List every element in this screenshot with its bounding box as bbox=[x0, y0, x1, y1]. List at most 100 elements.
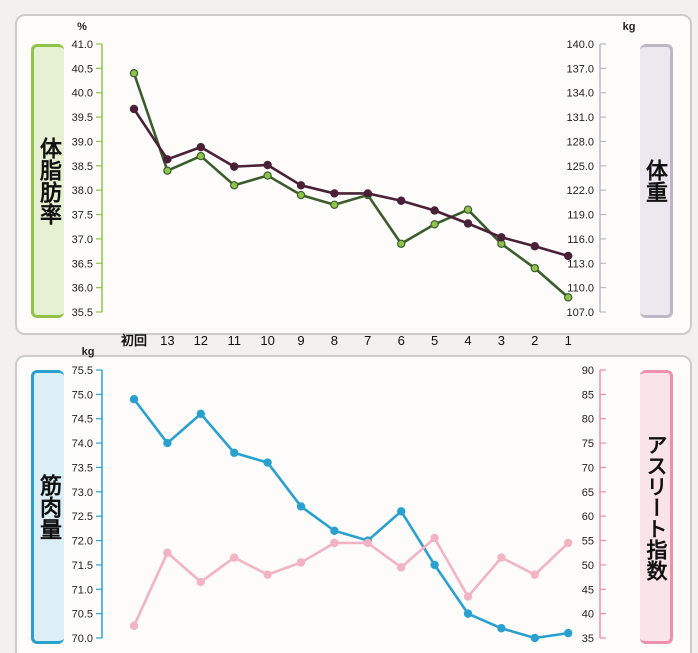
top-right-tick-label: 134.0 bbox=[566, 88, 594, 100]
athlete-index-point bbox=[263, 570, 272, 579]
top-right-tick-label: 128.0 bbox=[566, 136, 594, 148]
muscle-mass-point bbox=[397, 507, 406, 516]
muscle-mass-point bbox=[129, 395, 139, 404]
body-fat-label: 体脂肪率 bbox=[31, 44, 64, 318]
x-category-label: 3 bbox=[498, 333, 505, 348]
top-left-tick-label: 38.5 bbox=[72, 161, 93, 173]
top-left-tick-label: 40.0 bbox=[72, 88, 93, 100]
body-fat-point bbox=[564, 293, 573, 302]
bottom-left-tick-label: 72.5 bbox=[72, 511, 93, 523]
x-category-label: 10 bbox=[260, 333, 274, 348]
bottom-left-tick-label: 73.0 bbox=[72, 487, 93, 499]
muscle-mass-point bbox=[296, 502, 306, 511]
athlete-index-label-text: アスリート指数 bbox=[644, 433, 667, 581]
body-fat-point bbox=[330, 200, 339, 209]
x-category-label: 13 bbox=[160, 333, 174, 348]
body-weight-point bbox=[163, 155, 172, 164]
bottom-left-tick-label: 74.5 bbox=[72, 414, 93, 426]
body-weight-label: 体重 bbox=[640, 44, 673, 318]
top-right-tick-label: 122.0 bbox=[566, 185, 594, 197]
athlete-index-point bbox=[229, 553, 239, 562]
top-left-tick-label: 35.5 bbox=[72, 307, 93, 319]
body-weight-point bbox=[397, 196, 406, 205]
body-weight-point bbox=[497, 233, 506, 242]
athlete-index-point bbox=[163, 548, 172, 557]
muscle-mass-line bbox=[132, 398, 569, 640]
athlete-index-label: アスリート指数 bbox=[640, 370, 673, 644]
body-fat-point bbox=[263, 171, 272, 180]
muscle-mass-point bbox=[196, 409, 205, 419]
bottom-left-tick-label: 71.5 bbox=[72, 560, 93, 572]
body-weight-point bbox=[196, 142, 205, 152]
athlete-index-point bbox=[296, 558, 306, 567]
muscle-mass-point bbox=[530, 633, 540, 643]
top-right-tick-label: 140.0 bbox=[566, 39, 594, 51]
bottom-left-tick-label: 75.0 bbox=[72, 389, 93, 401]
bottom-left-tick-label: 71.0 bbox=[72, 584, 93, 596]
muscle-mass-point bbox=[430, 560, 439, 570]
body-weight-point bbox=[330, 189, 339, 198]
top-left-tick-label: 39.0 bbox=[72, 136, 93, 148]
bottom-left-tick-label: 70.5 bbox=[72, 609, 93, 621]
top-left-tick-label: 36.5 bbox=[72, 258, 93, 270]
bottom-right-tick-label: 50 bbox=[582, 560, 594, 572]
athlete-index-point bbox=[463, 592, 473, 601]
body-weight-point bbox=[296, 181, 306, 190]
top-left-tick-label: 37.0 bbox=[72, 234, 93, 246]
top-left-tick-label: 41.0 bbox=[72, 39, 93, 51]
bottom-right-tick-label: 90 bbox=[582, 365, 594, 377]
body-weight-point bbox=[530, 242, 540, 251]
bottom-left-tick-label: 74.0 bbox=[72, 438, 93, 450]
body-weight-point bbox=[564, 251, 573, 261]
top-left-tick-label: 37.5 bbox=[72, 210, 93, 222]
top-right-tick-label: 116.0 bbox=[567, 234, 594, 246]
top-right-unit: kg bbox=[623, 21, 636, 33]
top-left-tick-label: 40.5 bbox=[72, 63, 93, 75]
body-weight-point bbox=[229, 162, 239, 171]
top-right-tick-label: 113.0 bbox=[567, 258, 594, 270]
top-right-tick-label: 125.0 bbox=[566, 161, 594, 173]
bottom-right-tick-label: 40 bbox=[582, 609, 594, 621]
body-weight-point bbox=[430, 206, 439, 215]
muscle-mass-point bbox=[463, 609, 473, 618]
x-category-label: 初回 bbox=[121, 333, 147, 348]
bottom-right-tick-label: 45 bbox=[582, 584, 594, 596]
bottom-left-tick-label: 72.0 bbox=[72, 536, 93, 548]
body-fat-point bbox=[129, 69, 139, 78]
muscle-mass-label-text: 筋肉量 bbox=[37, 474, 62, 540]
muscle-mass-point bbox=[163, 438, 172, 448]
x-category-label: 6 bbox=[398, 333, 405, 348]
top-left-unit: % bbox=[77, 21, 87, 33]
x-category-label: 7 bbox=[364, 333, 371, 348]
x-category-label: 4 bbox=[464, 333, 471, 348]
athlete-index-point bbox=[196, 577, 205, 587]
body-fat-point bbox=[397, 239, 406, 248]
body-fat-label-text: 体脂肪率 bbox=[37, 137, 62, 225]
bottom-right-tick-label: 55 bbox=[582, 536, 594, 548]
bottom-right-tick-label: 60 bbox=[582, 511, 594, 523]
x-category-label: 2 bbox=[531, 333, 538, 348]
athlete-index-point bbox=[330, 538, 339, 548]
bottom-chart-frame bbox=[15, 355, 692, 653]
x-category-label: 9 bbox=[297, 333, 304, 348]
body-fat-line bbox=[132, 72, 570, 299]
bottom-left-tick-label: 75.5 bbox=[72, 365, 93, 377]
top-left-tick-label: 39.5 bbox=[72, 112, 93, 124]
body-weight-point bbox=[129, 104, 139, 114]
bottom-right-tick-label: 80 bbox=[582, 414, 594, 426]
body-weight-line bbox=[132, 108, 569, 258]
body-fat-point bbox=[163, 166, 172, 175]
muscle-mass-point bbox=[564, 628, 573, 638]
body-fat-point bbox=[530, 263, 540, 273]
athlete-index-point bbox=[363, 538, 372, 548]
x-category-label: 8 bbox=[331, 333, 338, 348]
top-right-tick-label: 131.0 bbox=[566, 112, 594, 124]
athlete-index-point bbox=[564, 538, 573, 548]
body-weight-label-text: 体重 bbox=[643, 159, 668, 203]
body-weight-point bbox=[463, 219, 473, 228]
athlete-index-point bbox=[129, 621, 139, 631]
athlete-index-point bbox=[530, 570, 540, 579]
bottom-left-tick-label: 70.0 bbox=[72, 633, 93, 645]
top-left-tick-label: 38.0 bbox=[72, 185, 93, 197]
